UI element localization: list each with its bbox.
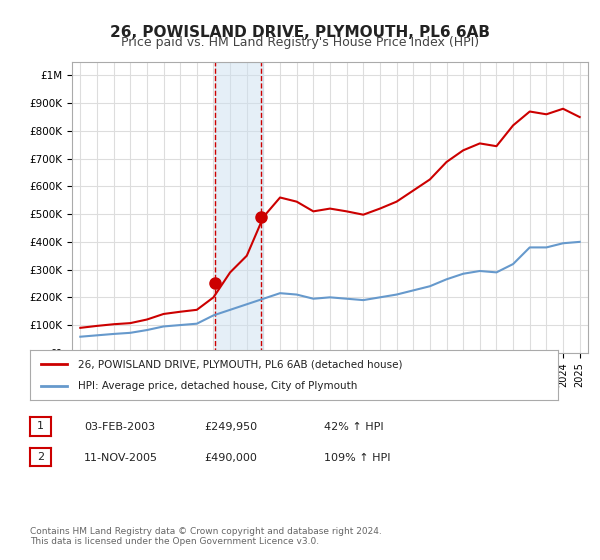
Text: 1: 1: [37, 422, 44, 431]
Text: HPI: Average price, detached house, City of Plymouth: HPI: Average price, detached house, City…: [77, 381, 357, 391]
Text: 26, POWISLAND DRIVE, PLYMOUTH, PL6 6AB: 26, POWISLAND DRIVE, PLYMOUTH, PL6 6AB: [110, 25, 490, 40]
Text: 03-FEB-2003: 03-FEB-2003: [84, 422, 155, 432]
Text: 26, POWISLAND DRIVE, PLYMOUTH, PL6 6AB (detached house): 26, POWISLAND DRIVE, PLYMOUTH, PL6 6AB (…: [77, 359, 402, 369]
Text: 2: 2: [37, 452, 44, 462]
Text: 11-NOV-2005: 11-NOV-2005: [84, 452, 158, 463]
Text: £490,000: £490,000: [204, 452, 257, 463]
Text: £249,950: £249,950: [204, 422, 257, 432]
Text: 42% ↑ HPI: 42% ↑ HPI: [324, 422, 383, 432]
Text: Price paid vs. HM Land Registry's House Price Index (HPI): Price paid vs. HM Land Registry's House …: [121, 36, 479, 49]
Text: Contains HM Land Registry data © Crown copyright and database right 2024.
This d: Contains HM Land Registry data © Crown c…: [30, 526, 382, 546]
Text: 109% ↑ HPI: 109% ↑ HPI: [324, 452, 391, 463]
Bar: [215, 62, 263, 353]
